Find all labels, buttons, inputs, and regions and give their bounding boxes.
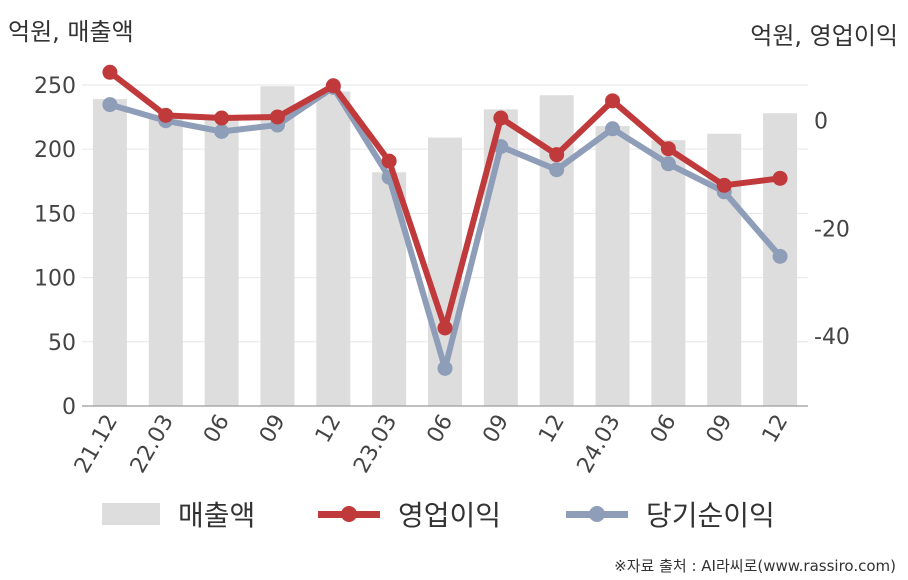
revenue-bar [651, 140, 686, 406]
operating-profit-point [716, 177, 732, 193]
revenue-bar [204, 118, 239, 406]
x-tick-label: 06 [646, 411, 682, 448]
left-tick-label: 200 [34, 138, 76, 163]
x-tick-label: 12 [758, 411, 794, 448]
revenue-bar [92, 99, 127, 407]
left-tick-label: 100 [34, 267, 76, 292]
x-tick-label: 09 [255, 411, 291, 448]
legend-item-net-income: 당기순이익 [566, 492, 775, 536]
operating-profit-point [102, 64, 118, 80]
source-credit: ※자료 출처 : AI라씨로(www.rassiro.com) [614, 557, 896, 575]
x-tick-label: 12 [534, 411, 570, 448]
net-income-point [605, 121, 621, 137]
operating-profit-point [772, 170, 788, 186]
net-income-point [549, 162, 565, 178]
operating-profit-swatch [318, 503, 380, 525]
revenue-bar [148, 117, 183, 406]
net-income-point [437, 360, 453, 376]
operating-profit-point [605, 93, 621, 109]
operating-profit-point [660, 141, 676, 157]
operating-profit-point [437, 320, 453, 336]
x-tick-label: 21.12 [70, 411, 123, 478]
right-tick-label: -20 [814, 217, 850, 242]
legend-item-operating-profit: 영업이익 [318, 492, 501, 536]
net-income-point [214, 124, 230, 139]
operating-profit-point [493, 110, 509, 126]
net-income-point [772, 248, 788, 264]
left-tick-label: 150 [34, 202, 76, 227]
legend-item-revenue: 매출액 [102, 492, 255, 536]
legend-label-operating-profit: 영업이익 [398, 499, 502, 532]
revenue-swatch [102, 503, 160, 525]
x-tick-label: 24.03 [573, 411, 626, 478]
x-tick-label: 06 [199, 411, 235, 448]
net-income-point [660, 156, 676, 172]
operating-profit-point [325, 78, 341, 94]
operating-profit-point [381, 153, 397, 169]
left-tick-label: 0 [62, 395, 76, 420]
x-tick-label: 09 [702, 411, 738, 448]
x-tick-label: 22.03 [126, 411, 179, 478]
net-income-swatch [566, 503, 628, 525]
right-axis-unit-label: 억원, 영업이익 [750, 22, 898, 50]
x-tick-label: 09 [478, 411, 514, 448]
legend-label-net-income: 당기순이익 [646, 499, 775, 532]
legend-label-revenue: 매출액 [178, 499, 256, 532]
operating-profit-point [158, 107, 174, 123]
profit-lines [102, 64, 788, 376]
left-tick-label: 50 [48, 331, 76, 356]
x-tick-label: 06 [423, 411, 459, 448]
operating-profit-point [269, 109, 285, 125]
revenue-bar [260, 86, 295, 407]
left-axis-unit-label: 억원, 매출액 [8, 18, 134, 46]
left-tick-label: 250 [34, 74, 76, 99]
net-income-point [102, 97, 118, 113]
operating-profit-point [214, 110, 230, 126]
x-tick-label: 23.03 [349, 411, 402, 478]
right-tick-label: 0 [814, 110, 828, 135]
x-tick-label: 12 [311, 411, 347, 448]
revenue-bars [92, 86, 798, 407]
revenue-bar [316, 91, 351, 407]
operating-profit-point [549, 147, 565, 163]
right-tick-label: -40 [814, 325, 850, 350]
revenue-bar [595, 126, 630, 406]
legend: 매출액 영업이익 당기순이익 [0, 492, 908, 536]
